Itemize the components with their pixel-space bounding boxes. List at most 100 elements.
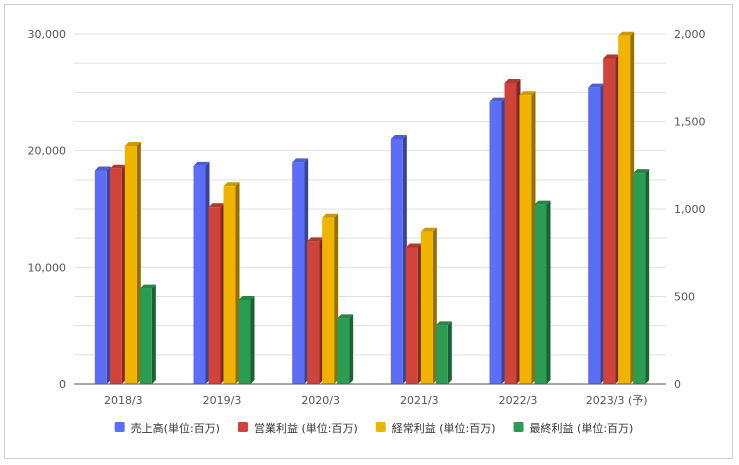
bar-front — [405, 247, 418, 384]
bar-top — [435, 321, 452, 326]
legend-label: 最終利益 (単位:百万) — [530, 421, 634, 435]
x-tick-label: 2018/3 — [104, 394, 143, 407]
bar — [489, 97, 506, 385]
bar — [193, 161, 210, 384]
legend-label: 営業利益 (単位:百万) — [254, 421, 358, 435]
bar-front — [94, 170, 107, 384]
x-tick-label: 2021/3 — [400, 394, 439, 407]
left-y-tick-label: 20,000 — [28, 145, 67, 158]
bar-front — [292, 162, 305, 384]
bar-front — [435, 325, 448, 384]
bar-top — [420, 227, 437, 232]
bar — [618, 31, 635, 384]
bar-top — [238, 296, 255, 300]
bar — [519, 91, 536, 384]
bar — [292, 158, 309, 384]
bar-side — [349, 314, 354, 384]
bar — [124, 142, 141, 384]
bar — [534, 200, 551, 384]
bar-top — [618, 31, 635, 36]
left-y-tick-label: 0 — [59, 378, 66, 391]
bar — [588, 83, 605, 385]
legend-swatch — [513, 422, 524, 432]
x-tick-label: 2019/3 — [203, 394, 242, 407]
legend-swatch — [375, 422, 386, 432]
bar — [337, 314, 354, 384]
legend-swatch — [114, 422, 125, 432]
right-y-tick-label: 500 — [674, 291, 695, 304]
bar — [109, 164, 126, 384]
bar-front — [420, 231, 433, 384]
x-tick-label: 2023/3 (予) — [586, 394, 648, 407]
right-y-tick-label: 1,000 — [674, 203, 706, 216]
bar-front — [534, 204, 547, 384]
bar-front — [504, 83, 517, 384]
bar-top — [405, 243, 422, 248]
bar-front — [489, 101, 502, 385]
bar — [94, 166, 111, 384]
bar-top — [322, 213, 339, 218]
bar — [208, 203, 225, 384]
bar-top — [94, 166, 111, 171]
right-y-axis: 0 500 1,000 1,500 2,000 — [674, 28, 706, 391]
bar-top — [337, 314, 354, 319]
bar-top — [390, 135, 407, 139]
bar-front — [307, 241, 320, 384]
left-y-axis: 0 10,000 20,000 30,000 — [28, 28, 67, 391]
bar-top — [307, 237, 324, 242]
bar-front — [193, 165, 206, 384]
bar-top — [208, 203, 225, 208]
bar — [405, 243, 422, 384]
bar — [238, 296, 255, 384]
bar-front — [223, 186, 236, 384]
bar-front — [124, 146, 137, 384]
bar — [603, 54, 620, 384]
bar — [435, 321, 452, 384]
bar-side — [151, 284, 156, 384]
bar-top — [223, 182, 240, 187]
legend-label: 売上高(単位:百万) — [131, 421, 220, 435]
bar-front — [588, 87, 601, 385]
bar-front — [322, 217, 335, 384]
gridlines — [74, 33, 666, 356]
right-y-tick-label: 1,500 — [674, 116, 706, 129]
bar — [223, 182, 240, 384]
bar — [504, 79, 521, 384]
right-y-tick-label: 0 — [674, 378, 681, 391]
right-y-tick-label: 2,000 — [674, 28, 706, 41]
legend-swatch — [237, 422, 248, 432]
bar-side — [447, 321, 452, 384]
x-tick-label: 2022/3 — [499, 394, 538, 407]
x-tick-label: 2020/3 — [301, 394, 340, 407]
bar-side — [645, 169, 650, 384]
bar-front — [139, 288, 152, 384]
bar-front — [109, 168, 122, 384]
bar-top — [504, 79, 521, 83]
bar — [633, 169, 650, 384]
bar-front — [633, 173, 646, 384]
bar — [390, 135, 407, 384]
bar-front — [337, 318, 350, 384]
left-y-tick-label: 30,000 — [28, 28, 67, 41]
bars — [94, 31, 650, 385]
bar — [322, 213, 339, 384]
legend-label: 経常利益 (単位:百万) — [392, 421, 496, 435]
bar-side — [546, 200, 551, 384]
bar — [307, 237, 324, 384]
bar — [139, 284, 156, 384]
bar-top — [489, 97, 506, 102]
bar-top — [519, 91, 536, 96]
bar-top — [109, 164, 126, 169]
bar-side — [250, 296, 255, 384]
legend: 売上高(単位:百万) 営業利益 (単位:百万) 経常利益 (単位:百万) 最終利益 (… — [114, 421, 634, 435]
bar-front — [208, 207, 221, 384]
bar-front — [618, 35, 631, 384]
bar-top — [588, 83, 605, 88]
bar-front — [603, 58, 616, 384]
bar-top — [534, 200, 551, 205]
bar-top — [139, 284, 156, 289]
bar-front — [519, 95, 532, 384]
bar-top — [292, 158, 309, 163]
bar-top — [124, 142, 141, 146]
